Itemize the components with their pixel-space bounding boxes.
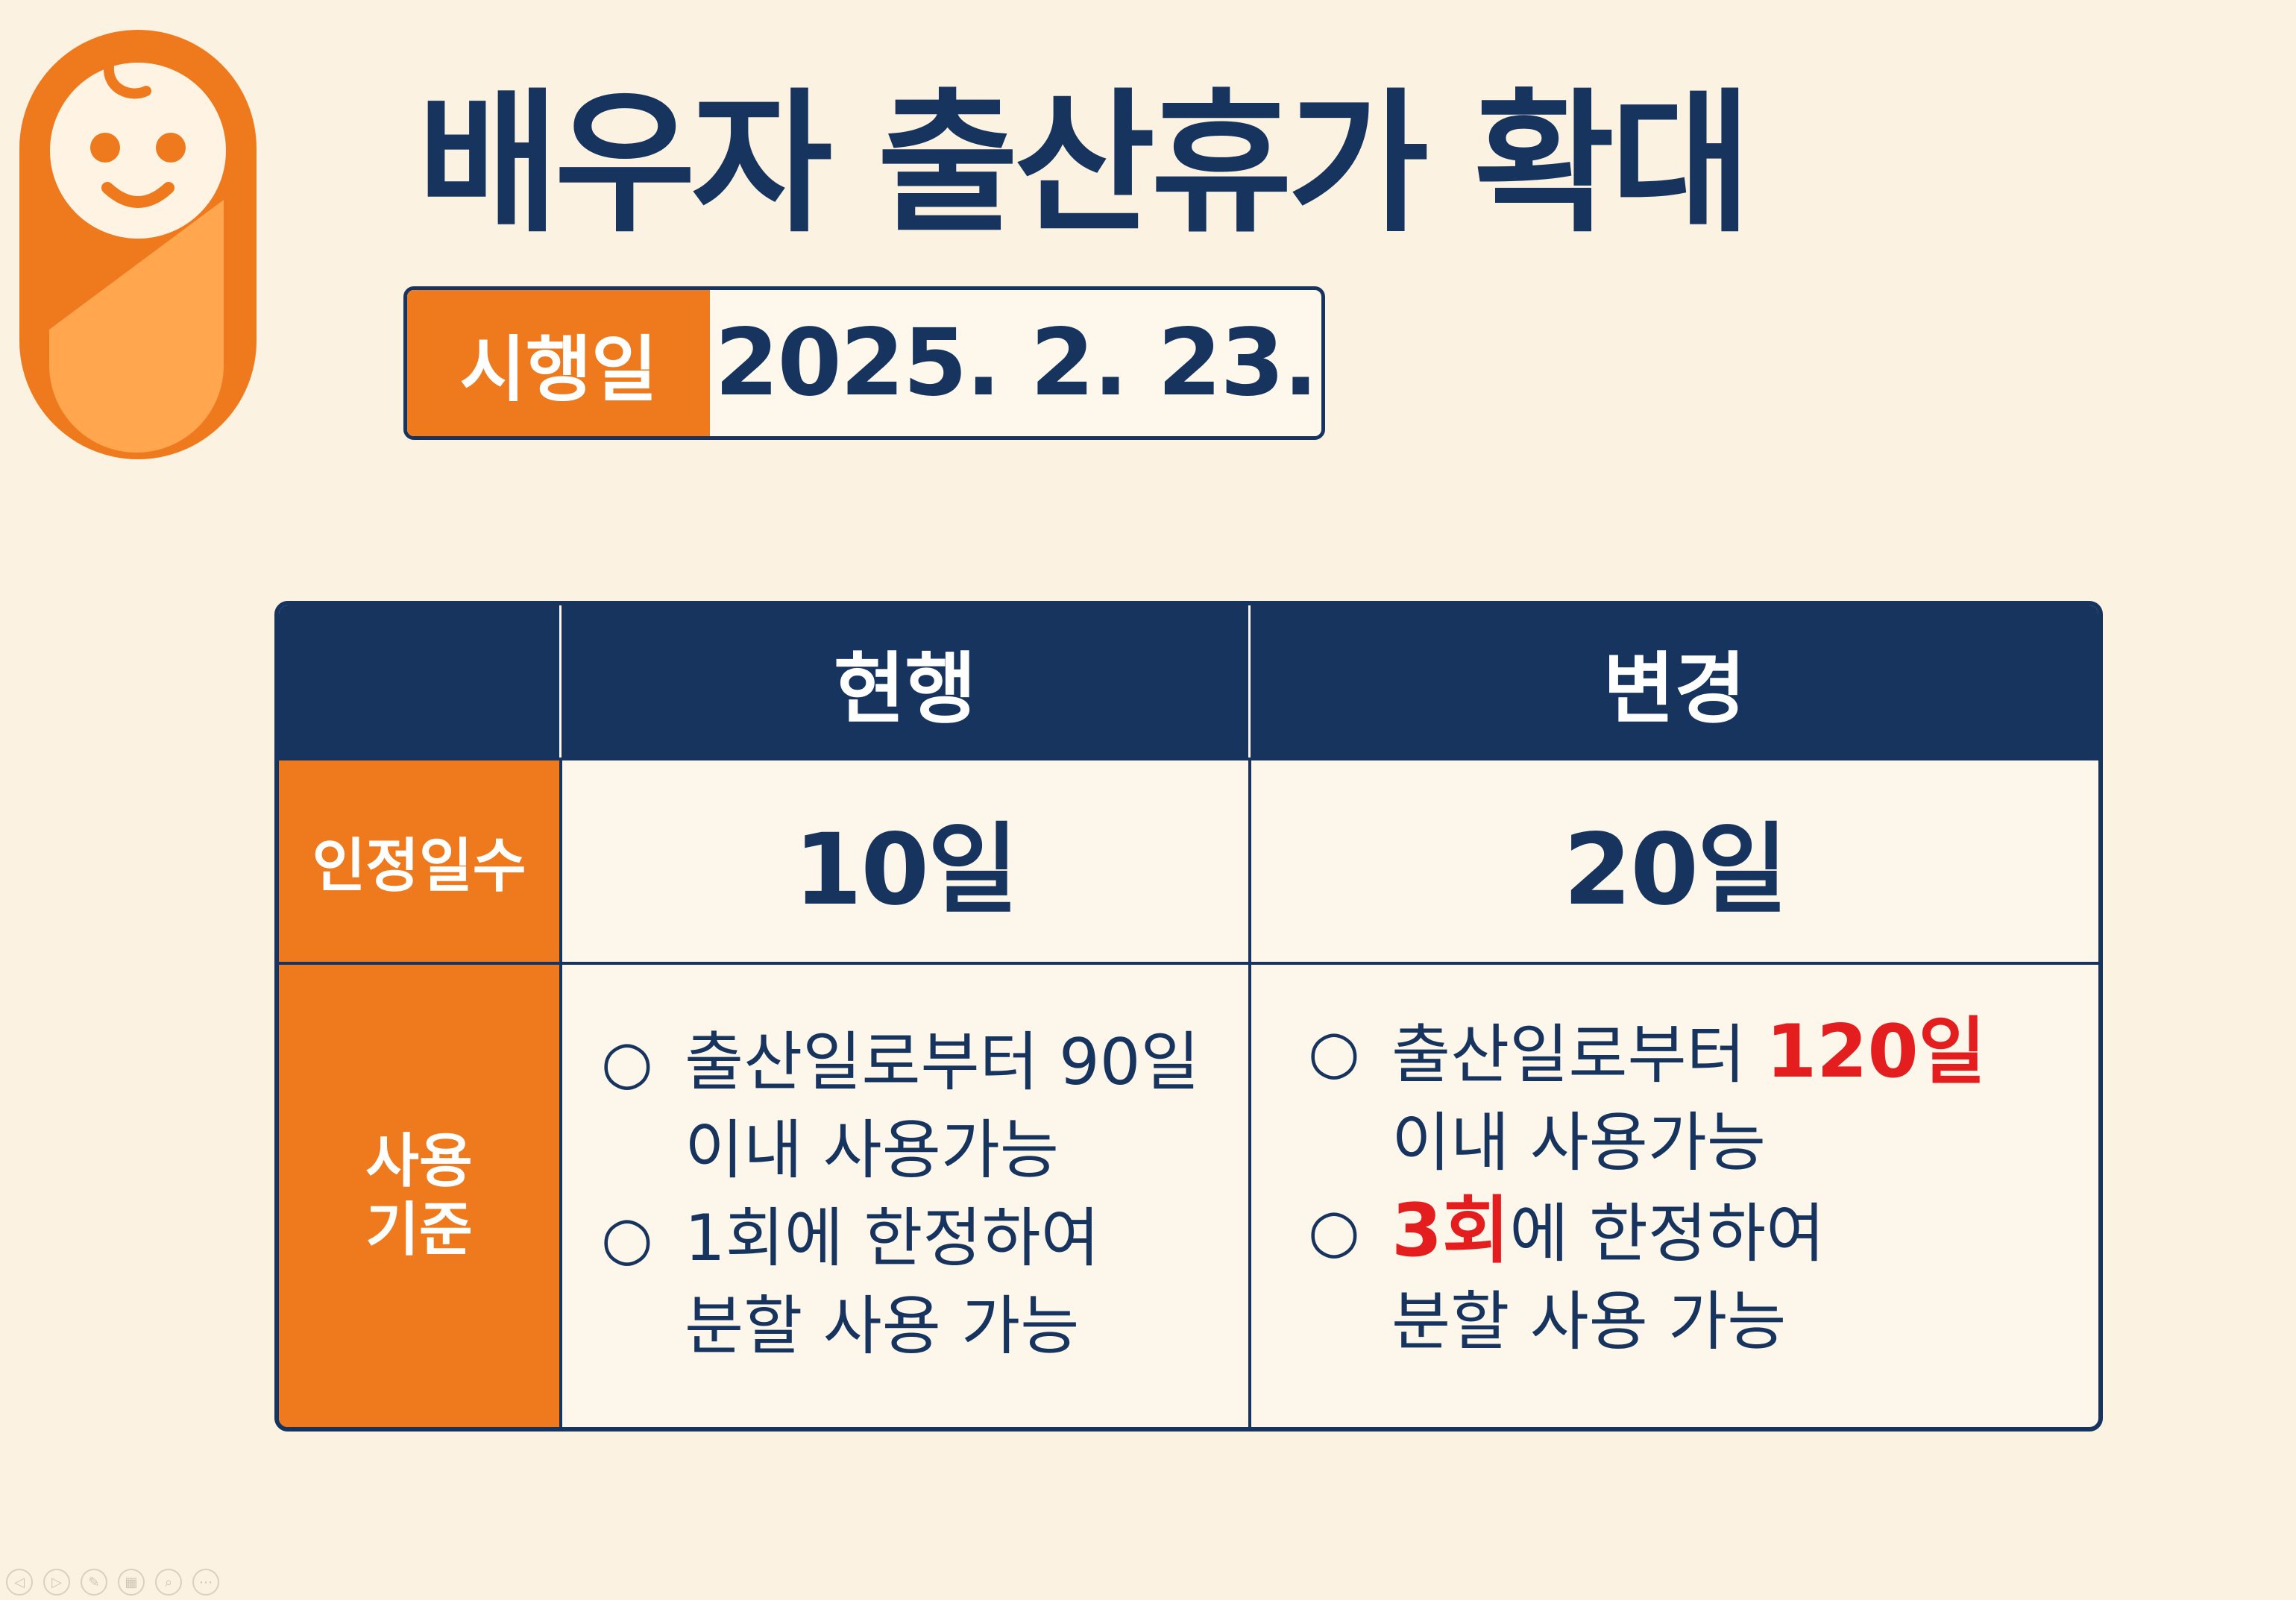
- next-slide-icon[interactable]: ▷: [43, 1569, 70, 1596]
- prev-slide-icon[interactable]: ◁: [6, 1569, 33, 1596]
- swaddled-baby-icon: [19, 30, 257, 459]
- usage-current-list: ○ 출산일로부터 90일 이내 사용가능 ○ 1회에 한정하여 분할 사용 가능: [601, 1018, 1241, 1370]
- usage-changed-item2-line2: 분할 사용 가능: [1391, 1285, 1787, 1359]
- row-label-days: 인정일수: [279, 760, 559, 962]
- days-current-value: 10일: [793, 812, 1018, 927]
- usage-current-item2-line1: 1회에 한정하여: [685, 1201, 1100, 1276]
- usage-changed-item2-suffix: 에 한정하여: [1509, 1197, 1825, 1271]
- page-title: 배우자 출산휴가 확대: [418, 75, 1752, 253]
- header-changed-label: 변경: [1603, 643, 1746, 734]
- list-item: ○ 3회에 한정하여 분할 사용 가능: [1308, 1187, 2091, 1366]
- usage-changed-item1-prefix: 출산일로부터: [1391, 1018, 1767, 1092]
- list-item: ○ 출산일로부터 90일 이내 사용가능: [601, 1018, 1241, 1194]
- table-header-row: 현행 변경: [279, 605, 2098, 758]
- usage-changed-list: ○ 출산일로부터 120일 이내 사용가능 ○ 3회에 한정하여 분할: [1308, 1008, 2091, 1366]
- zoom-icon[interactable]: ⌕: [155, 1569, 182, 1596]
- list-item: ○ 1회에 한정하여 분할 사용 가능: [601, 1194, 1241, 1370]
- usage-current-item1-line1: 출산일로부터 90일: [685, 1025, 1200, 1100]
- header-current: 현행: [559, 605, 1248, 758]
- header-changed: 변경: [1248, 605, 2098, 758]
- usage-changed-item2-line1: 3회에 한정하여: [1391, 1187, 1825, 1278]
- circle-bullet-icon: ○: [601, 1203, 653, 1273]
- row-label-usage-line2: 기준: [365, 1197, 473, 1264]
- header-current-label: 현행: [833, 643, 977, 734]
- header-corner-cell: [279, 605, 559, 758]
- usage-changed-item1-line1: 출산일로부터 120일: [1391, 1008, 1986, 1099]
- comparison-table: 현행 변경 인정일수 10일 20일 사용 기준 ○ 출산일로부터 90일 이내: [274, 601, 2103, 1432]
- list-item: ○ 출산일로부터 120일 이내 사용가능: [1308, 1008, 2091, 1187]
- row-label-usage: 사용 기준: [279, 965, 559, 1427]
- slide-controls: ◁ ▷ ✎ ▦ ⌕ ⋯: [6, 1569, 219, 1596]
- usage-current-item1-line2: 이내 사용가능: [685, 1113, 1060, 1188]
- effective-date-value: 2025. 2. 23.: [714, 309, 1318, 417]
- days-changed-cell: 20일: [1248, 760, 2098, 962]
- more-icon[interactable]: ⋯: [192, 1569, 219, 1596]
- circle-bullet-icon: ○: [1308, 1017, 1360, 1086]
- highlight-120-days: 120일: [1766, 1010, 1986, 1095]
- slides-grid-icon[interactable]: ▦: [118, 1569, 145, 1596]
- highlight-3-times: 3회: [1391, 1188, 1510, 1273]
- usage-current-item2-line2: 분할 사용 가능: [685, 1289, 1080, 1364]
- effective-date-label: 시행일: [407, 290, 710, 436]
- usage-changed-item1-line2: 이내 사용가능: [1391, 1106, 1767, 1180]
- days-current-cell: 10일: [559, 760, 1248, 962]
- pen-icon[interactable]: ✎: [81, 1569, 107, 1596]
- circle-bullet-icon: ○: [601, 1027, 653, 1097]
- days-changed-value: 20일: [1563, 812, 1787, 927]
- circle-bullet-icon: ○: [1308, 1196, 1360, 1265]
- effective-date-badge: 시행일 2025. 2. 23.: [403, 286, 1325, 440]
- row-label-usage-line1: 사용: [365, 1128, 473, 1195]
- table-row: 사용 기준 ○ 출산일로부터 90일 이내 사용가능 ○ 1회에 한정하여 분할…: [279, 962, 2098, 1427]
- table-row: 인정일수 10일 20일: [279, 758, 2098, 962]
- usage-current-cell: ○ 출산일로부터 90일 이내 사용가능 ○ 1회에 한정하여 분할 사용 가능: [559, 965, 1248, 1427]
- usage-changed-cell: ○ 출산일로부터 120일 이내 사용가능 ○ 3회에 한정하여 분할: [1248, 965, 2098, 1427]
